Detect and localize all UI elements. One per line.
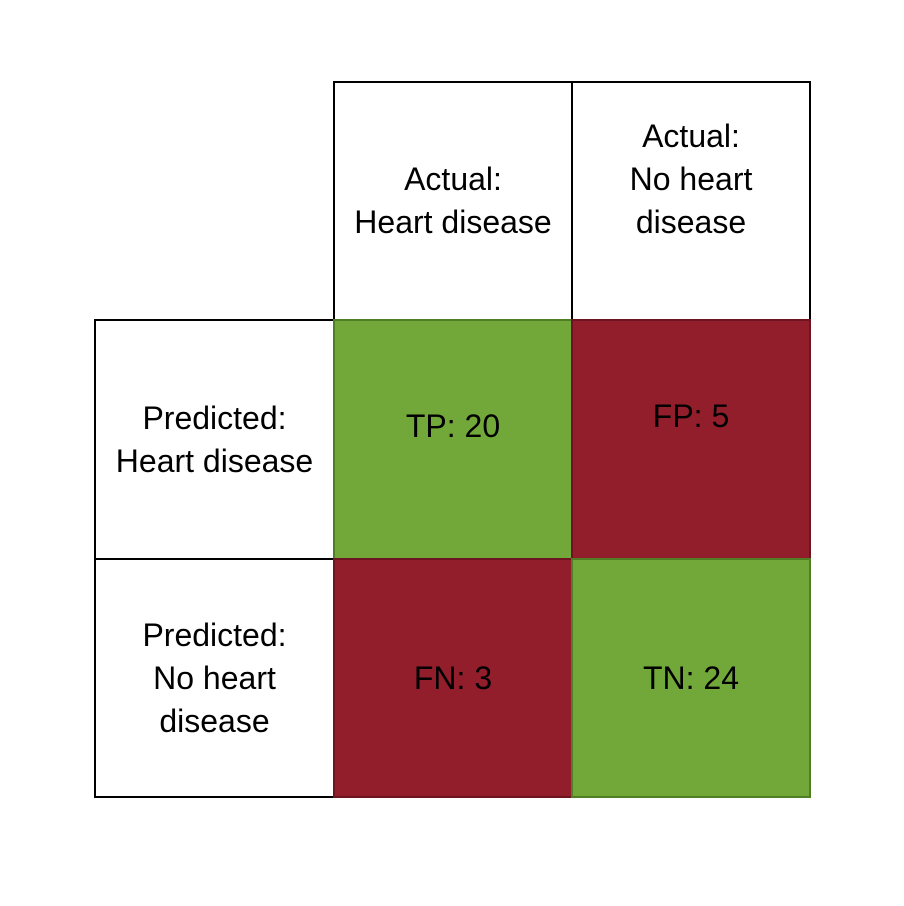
true-negative-label: TN: 24 — [642, 659, 740, 696]
row-header-predicted-no-heart-disease: Predicted: No heart disease — [94, 558, 335, 798]
row-header-predicted-heart-disease: Predicted: Heart disease — [94, 319, 335, 560]
col-header-label: Actual: No heart disease — [629, 117, 753, 240]
row-header-label: Predicted: Heart disease — [115, 399, 314, 479]
col-header-actual-no-heart-disease: Actual: No heart disease — [571, 81, 811, 321]
true-negative-cell: TN: 24 — [571, 558, 811, 798]
false-positive-cell: FP: 5 — [571, 319, 811, 560]
false-positive-label: FP: 5 — [652, 398, 730, 434]
true-positive-cell: TP: 20 — [333, 319, 573, 560]
false-negative-cell: FN: 3 — [333, 558, 573, 798]
col-header-label: Actual: Heart disease — [354, 161, 552, 240]
false-negative-label: FN: 3 — [413, 659, 493, 696]
true-positive-label: TP: 20 — [405, 408, 501, 444]
col-header-actual-heart-disease: Actual: Heart disease — [333, 81, 573, 321]
row-header-label: Predicted: No heart disease — [142, 616, 287, 739]
